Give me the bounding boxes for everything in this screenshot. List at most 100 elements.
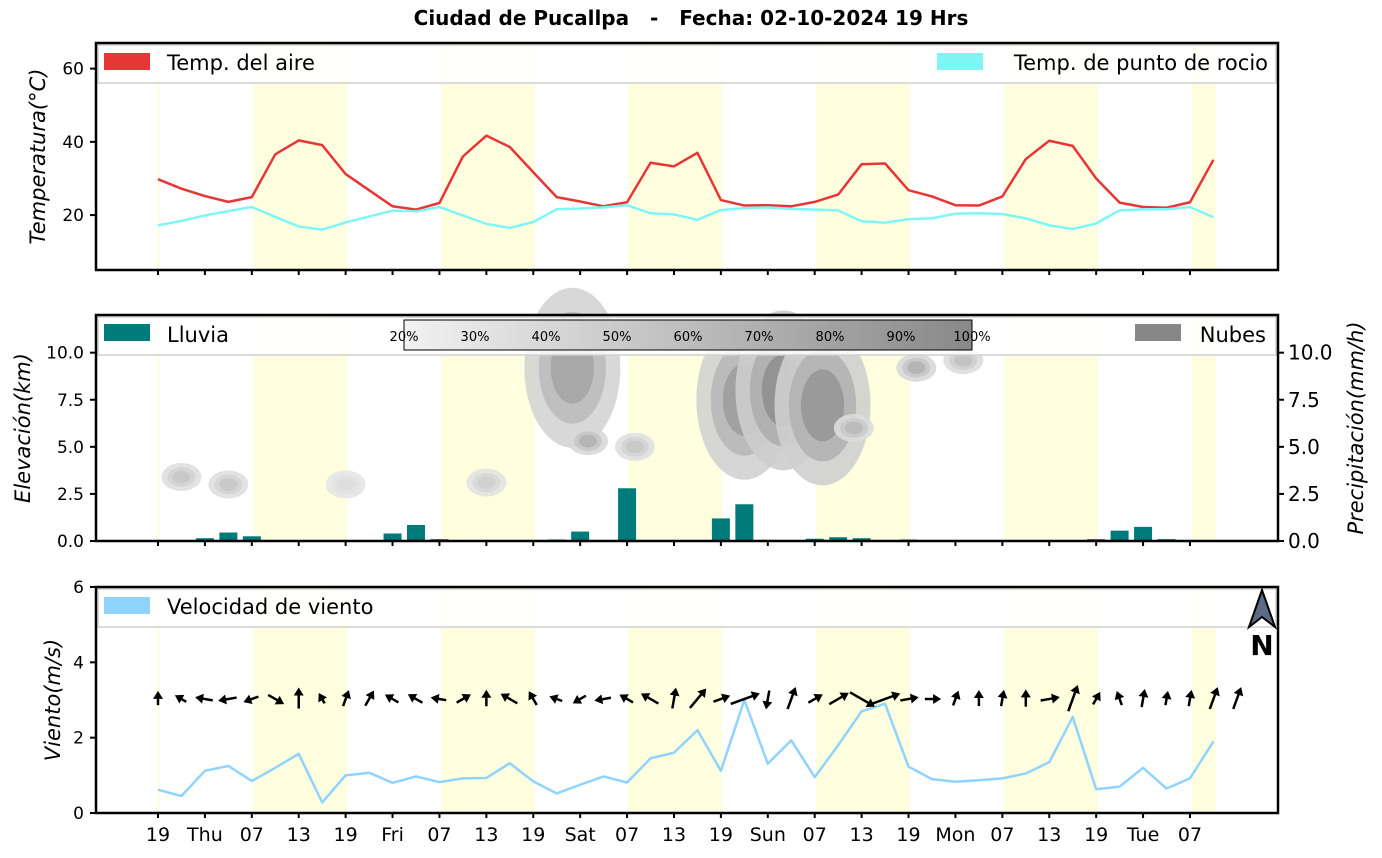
y-tick-label-right: 10.0 [1288, 341, 1333, 365]
cloud-scale-label: 40% [532, 330, 561, 345]
x-tick-label: 07 [1178, 824, 1202, 846]
cloud-patch [568, 427, 608, 455]
wind-direction-arrow [1161, 690, 1173, 706]
wind-direction-arrow [974, 690, 984, 706]
cloud-scale-label: 80% [816, 330, 845, 345]
wind-arrow-head [910, 692, 920, 703]
rain-bar [1111, 531, 1129, 541]
wind-direction-arrow [761, 690, 774, 711]
cloud-patch [326, 471, 366, 499]
y-tick-label: 0.0 [57, 532, 84, 552]
rain-bar [407, 525, 425, 541]
cloud-contour [907, 361, 925, 374]
wind-arrow-head [430, 693, 440, 704]
legend-label-wind-speed: Velocidad de viento [167, 595, 373, 619]
y-tick-label-right: 0.0 [1288, 529, 1320, 553]
wind-arrow-head [1234, 685, 1246, 696]
cloud-patch [615, 433, 655, 461]
wind-arrow-head [1139, 688, 1150, 698]
cloud-scale-label: 60% [674, 330, 703, 345]
x-tick-label: 13 [287, 824, 311, 846]
north-label: N [1250, 629, 1273, 662]
wind-direction-arrow [1137, 688, 1150, 708]
y-tick-label-right: 2.5 [1288, 482, 1320, 506]
x-tick-label: 19 [521, 824, 545, 846]
wind-direction-arrow [594, 693, 612, 706]
wind-arrow-head [594, 694, 604, 705]
cloud-scale-label: 20% [390, 330, 419, 345]
rain-bar [618, 488, 636, 541]
wind-direction-arrow [361, 688, 378, 708]
wind-direction-arrow [172, 691, 188, 706]
cloud-patch [524, 288, 620, 448]
chart-title: Ciudad de Pucallpa - Fecha: 02-10-2024 1… [0, 6, 1382, 30]
y-tick-label: 6 [73, 578, 84, 598]
y-tick-label: 0 [73, 804, 84, 824]
y-tick-label: 60 [62, 60, 84, 80]
wind-direction-arrow [570, 691, 588, 707]
wind-arrow-head [242, 695, 253, 707]
x-tick-label: 07 [427, 824, 451, 846]
legend-swatch-clouds [1135, 324, 1181, 341]
wind-direction-arrow [382, 690, 401, 706]
wind-arrow-head [761, 701, 772, 711]
y-tick-label: 7.5 [57, 391, 84, 411]
x-tick-label: 13 [850, 824, 874, 846]
legend-swatch-wind-speed [104, 597, 150, 614]
legend-swatch-rain [104, 324, 150, 341]
cloud-patch [466, 469, 506, 497]
legend-label-clouds: Nubes [1200, 323, 1266, 347]
wind-direction-arrow [217, 693, 237, 706]
cloud-patch [896, 354, 936, 382]
wind-y-label: Viento(m/s) [41, 639, 65, 761]
cloud-contour [337, 478, 355, 491]
wind-direction-arrow [548, 692, 564, 706]
wind-arrow-head [933, 694, 941, 704]
x-tick-label: 07 [615, 824, 639, 846]
y-tick-label: 5.0 [57, 438, 84, 458]
legend-swatch-air-temperature [104, 53, 150, 70]
x-tick-label: 07 [990, 824, 1014, 846]
x-tick-label: 19 [146, 824, 170, 846]
cloud-contour [477, 476, 495, 489]
cloud-contour [219, 478, 237, 491]
x-tick-label: 13 [662, 824, 686, 846]
cloud-contour [954, 354, 972, 367]
cloud-scale-label: 90% [887, 330, 916, 345]
wind-direction-arrow [1229, 685, 1246, 710]
wind-arrow-shaft [1233, 693, 1239, 709]
wind-direction-arrow [948, 689, 963, 707]
rain-bar [219, 533, 237, 541]
x-tick-label: Sun [750, 824, 786, 846]
wind-direction-arrow [1112, 689, 1126, 706]
cloud-contour [172, 471, 190, 484]
wind-arrow-shaft [788, 693, 794, 709]
y-tick-label: 2 [73, 729, 84, 749]
wind-arrow-head [405, 690, 417, 703]
wind-direction-arrow [194, 692, 213, 705]
cloud-scale-label: 100% [953, 330, 990, 345]
x-tick-label: 13 [474, 824, 498, 846]
wind-direction-arrow [783, 685, 800, 711]
y-tick-label: 4 [73, 653, 84, 673]
legend-label-rain: Lluvia [167, 323, 229, 347]
x-tick-label: Fri [381, 824, 404, 846]
x-tick-label: 07 [803, 824, 827, 846]
y-tick-label-right: 7.5 [1288, 388, 1320, 412]
cloud-contour [626, 441, 644, 454]
x-tick-label: Sat [565, 824, 596, 846]
rain-bar [1134, 527, 1152, 541]
x-tick-label: 19 [334, 824, 358, 846]
wind-arrow-head [1112, 689, 1124, 700]
wind-arrow-head [217, 694, 227, 705]
cloud-patch [834, 414, 874, 442]
cloud-scale-label: 70% [745, 330, 774, 345]
x-tick-label: 07 [240, 824, 264, 846]
x-tick-label: 19 [709, 824, 733, 846]
x-tick-label: 19 [896, 824, 920, 846]
wind-direction-arrow [153, 691, 163, 705]
wind-arrow-head [1162, 690, 1173, 700]
wind-arrow-head [751, 689, 762, 701]
